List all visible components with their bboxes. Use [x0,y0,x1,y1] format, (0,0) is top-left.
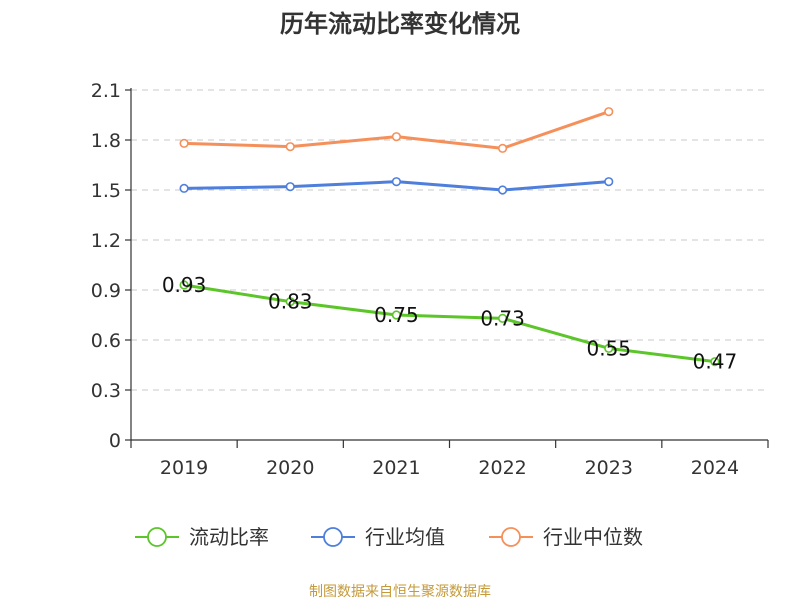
data-point [497,313,508,323]
x-tick-label: 2019 [160,457,208,479]
data-point [710,357,720,367]
data-label: 0.75 [374,303,419,327]
series-line [184,110,610,150]
data-label: 0.83 [268,290,313,314]
data-point [285,182,295,192]
legend-label: 流动比率 [189,525,269,549]
data-point [604,177,614,187]
y-tick-label: 0 [109,430,121,452]
data-label: 0.47 [693,350,738,374]
x-tick-label: 2023 [585,457,633,479]
x-tick-label: 2022 [478,457,526,479]
data-point [179,280,189,290]
data-point [285,142,295,152]
y-tick-label: 1.8 [91,130,121,152]
data-label: 0.55 [586,336,631,360]
y-tick-label: 2.1 [91,80,121,102]
y-tick-label: 0.3 [91,380,121,402]
grid [131,89,768,391]
series-layer [179,107,720,367]
series-line [183,283,716,364]
data-point [391,132,402,142]
legend-marker [147,527,167,547]
legend-label: 行业中位数 [543,525,643,549]
data-point [391,177,402,187]
y-tick-label: 1.2 [91,230,121,252]
legend: 流动比率 行业均值 行业中位数 [135,525,643,549]
data-label: 0.93 [162,273,207,297]
y-tick-label: 0.6 [91,330,121,352]
data-point [497,143,508,153]
legend-marker [501,527,521,547]
source-note: 制图数据来自恒生聚源数据库 [309,584,491,600]
x-tick-label: 2020 [266,457,314,479]
x-tick-label: 2021 [372,457,420,479]
legend-label: 行业均值 [365,525,445,549]
data-label: 0.73 [480,306,525,330]
axes: 0 0.3 0.6 0.9 1.2 1.5 1.8 2.1 2019 2020 2021 2022 20… [91,80,769,479]
data-point [497,185,508,195]
y-tick-label: 0.9 [91,280,121,302]
chart-title: 历年流动比率变化情况 [280,10,520,38]
data-point [179,183,189,193]
x-tick-label: 2024 [691,457,739,479]
data-point [285,297,295,307]
data-point [604,343,614,353]
data-labels: 0.93 0.83 0.75 0.73 0.55 0.47 [162,273,737,374]
data-point [391,310,402,320]
legend-marker [323,527,343,547]
data-point [604,107,614,117]
data-point [179,138,189,148]
y-tick-label: 1.5 [91,180,121,202]
